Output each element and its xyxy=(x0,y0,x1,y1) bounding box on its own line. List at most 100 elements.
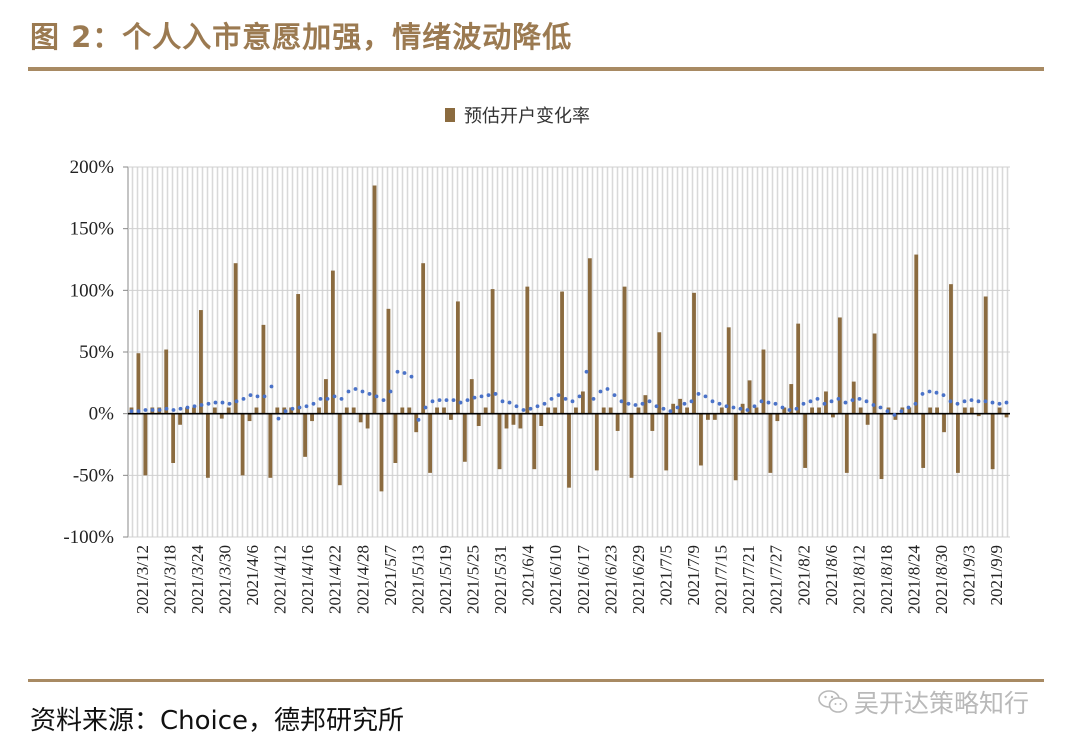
bar xyxy=(608,407,613,414)
bar xyxy=(511,413,516,425)
line-point xyxy=(388,389,393,394)
bar xyxy=(462,413,467,462)
line-point xyxy=(360,389,365,394)
bar xyxy=(726,327,731,414)
line-point xyxy=(276,416,281,421)
wechat-icon xyxy=(818,690,848,713)
line-point xyxy=(906,405,911,410)
bar xyxy=(525,286,530,414)
bar xyxy=(289,407,294,414)
line-point xyxy=(514,404,519,409)
bar xyxy=(414,413,419,433)
line-point xyxy=(773,401,778,406)
line-point xyxy=(626,401,631,406)
bar xyxy=(205,413,210,478)
bar xyxy=(344,407,349,414)
line-point xyxy=(591,396,596,401)
bar xyxy=(928,407,933,414)
watermark: 吴开达策略知行 xyxy=(818,684,1029,720)
line-point xyxy=(297,405,302,410)
bar xyxy=(803,413,808,468)
bar xyxy=(990,413,995,470)
line-point xyxy=(619,399,624,404)
line-point xyxy=(668,409,673,414)
chart-legend: 预估开户变化率 xyxy=(445,106,590,127)
bar xyxy=(754,407,759,414)
bar xyxy=(428,413,433,473)
line-point xyxy=(346,389,351,394)
line-point xyxy=(654,404,659,409)
line-point xyxy=(332,394,337,399)
x-tick-label: 2021/5/13 xyxy=(408,545,427,614)
bar xyxy=(164,349,169,414)
x-tick-label: 2021/7/15 xyxy=(712,545,731,614)
line-point xyxy=(150,408,155,412)
line-point xyxy=(969,398,974,402)
line-point xyxy=(129,409,134,414)
y-tick-label: 200% xyxy=(70,157,115,178)
bar xyxy=(185,407,189,414)
bar xyxy=(199,310,203,414)
line-point xyxy=(689,399,694,404)
line-point xyxy=(794,406,799,411)
bar xyxy=(372,185,377,414)
x-tick-label: 2021/8/24 xyxy=(905,545,924,614)
bar xyxy=(1004,413,1009,418)
x-tick-label: 2021/3/12 xyxy=(133,545,152,614)
line-point xyxy=(927,389,932,394)
bar xyxy=(358,413,363,423)
line-point xyxy=(178,406,183,411)
line-point xyxy=(423,405,428,410)
x-tick-label: 2021/4/22 xyxy=(326,545,345,614)
bar xyxy=(851,381,856,414)
bar xyxy=(393,413,398,463)
line-point xyxy=(857,396,862,401)
line-point xyxy=(871,403,876,407)
line-point xyxy=(829,399,834,404)
line-point xyxy=(451,398,456,402)
x-tick-label: 2021/6/29 xyxy=(629,545,648,614)
line-point xyxy=(185,405,190,410)
line-point xyxy=(983,399,988,404)
bar xyxy=(962,407,967,414)
bar xyxy=(574,407,578,414)
bar xyxy=(636,407,641,414)
line-point xyxy=(437,398,442,402)
line-point xyxy=(738,406,743,411)
bar xyxy=(268,413,273,478)
line-point xyxy=(787,408,792,412)
bar xyxy=(143,413,148,476)
bar xyxy=(844,413,849,473)
bar xyxy=(490,289,495,414)
line-point xyxy=(682,401,687,406)
bar xyxy=(858,407,863,414)
line-point xyxy=(262,394,267,399)
bar xyxy=(449,413,453,420)
bar xyxy=(303,413,308,457)
bar xyxy=(247,413,252,422)
bar xyxy=(379,413,384,492)
x-tick-label: 2021/8/2 xyxy=(794,545,813,605)
line-point xyxy=(409,374,414,379)
line-point xyxy=(1004,400,1009,405)
bar xyxy=(580,391,585,414)
bar xyxy=(365,413,370,429)
bar xyxy=(497,413,502,470)
line-point xyxy=(955,401,960,406)
line-point xyxy=(780,405,785,410)
bar xyxy=(324,379,328,414)
bar xyxy=(733,413,738,481)
bar xyxy=(240,413,245,476)
bar xyxy=(400,407,405,414)
line-point xyxy=(577,394,582,399)
line-point xyxy=(136,409,141,414)
line-point xyxy=(948,399,953,404)
x-tick-label: 2021/7/21 xyxy=(739,545,758,614)
legend-label: 预估开户变化率 xyxy=(464,106,590,127)
y-tick-label: 0% xyxy=(89,404,115,425)
line-point xyxy=(864,399,869,404)
line-point xyxy=(997,401,1002,406)
line-point xyxy=(563,396,568,401)
bar xyxy=(330,270,335,414)
x-tick-label: 2021/6/10 xyxy=(546,545,565,614)
